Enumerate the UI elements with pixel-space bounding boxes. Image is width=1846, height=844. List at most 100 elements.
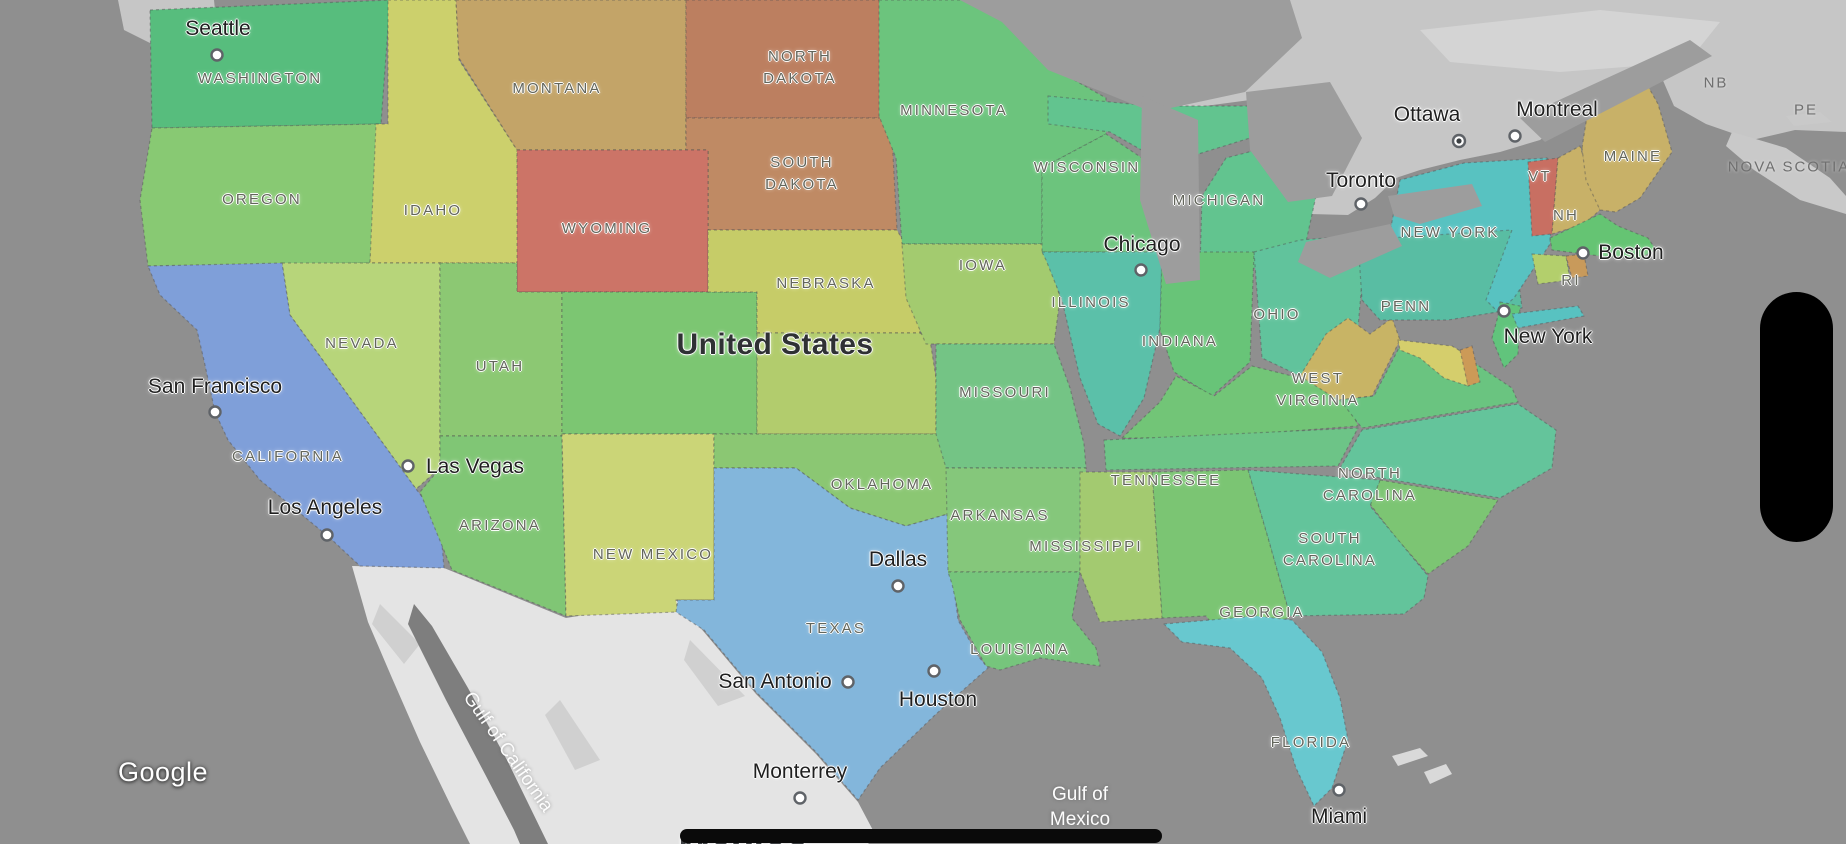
region-label-nova-scotia[interactable]: NOVA SCOTIA — [1727, 158, 1846, 176]
state-label-north-dakota[interactable]: NORTH DAKOTA — [763, 48, 837, 87]
water-label-gulf-of-california: Gulf of California — [458, 688, 558, 816]
lake-erie — [1298, 224, 1402, 278]
state-label-wisconsin[interactable]: WISCONSIN — [1033, 159, 1141, 176]
state-label-illinois[interactable]: ILLINOIS — [1051, 294, 1131, 311]
city-label-montreal[interactable]: Montreal — [1516, 98, 1598, 121]
state-label-utah[interactable]: UTAH — [475, 358, 525, 375]
state-label-oklahoma[interactable]: OKLAHOMA — [830, 476, 934, 493]
state-label-new-york-state[interactable]: NEW YORK — [1400, 224, 1500, 241]
state-label-california[interactable]: CALIFORNIA — [231, 448, 345, 465]
state-label-oregon[interactable]: OREGON — [222, 191, 302, 208]
state-kansas — [756, 332, 937, 435]
state-label-tennessee[interactable]: TENNESSEE — [1110, 472, 1222, 489]
city-label-houston[interactable]: Houston — [898, 688, 978, 711]
mexico-mainland — [352, 566, 876, 844]
city-label-miami[interactable]: Miami — [1311, 805, 1367, 828]
state-label-michigan[interactable]: MICHIGAN — [1172, 192, 1266, 209]
state-label-minnesota[interactable]: MINNESOTA — [900, 102, 1008, 119]
state-label-penn[interactable]: PENN — [1380, 298, 1432, 315]
city-label-dallas[interactable]: Dallas — [868, 548, 928, 571]
nova-scotia-land — [1726, 132, 1846, 214]
pei-land — [1786, 112, 1832, 126]
state-long-island — [1511, 305, 1585, 329]
city-label-los-angeles[interactable]: Los Angeles — [267, 496, 383, 519]
city-label-chicago[interactable]: Chicago — [1103, 233, 1181, 256]
state-massachusetts — [1549, 213, 1657, 259]
city-marker-toronto[interactable] — [1354, 197, 1368, 211]
city-label-seattle[interactable]: Seattle — [185, 17, 251, 40]
city-marker-seattle[interactable] — [210, 48, 224, 62]
state-label-north-carolina[interactable]: NORTH CAROLINA — [1322, 465, 1418, 504]
city-label-new-york-city[interactable]: New York — [1503, 325, 1593, 348]
state-label-indiana[interactable]: INDIANA — [1141, 333, 1219, 350]
city-marker-los-angeles[interactable] — [320, 528, 334, 542]
state-texas — [675, 467, 989, 801]
city-marker-monterrey[interactable] — [793, 791, 807, 805]
city-marker-las-vegas[interactable] — [401, 459, 415, 473]
state-label-ri[interactable]: RI — [1561, 272, 1581, 289]
lake-ontario — [1388, 184, 1482, 224]
state-label-louisiana[interactable]: LOUISIANA — [970, 641, 1070, 658]
state-pennsylvania — [1357, 227, 1523, 321]
home-indicator[interactable] — [680, 829, 1162, 843]
city-marker-dallas[interactable] — [891, 579, 905, 593]
city-marker-san-antonio[interactable] — [841, 675, 855, 689]
state-label-nh[interactable]: NH — [1552, 207, 1580, 224]
state-missouri — [935, 343, 1087, 469]
lake-superior — [960, 0, 1302, 112]
state-label-mississippi[interactable]: MISSISSIPPI — [1029, 538, 1143, 555]
state-label-missouri[interactable]: MISSOURI — [959, 384, 1051, 401]
gulf-of-california-water — [408, 604, 548, 844]
city-label-toronto[interactable]: Toronto — [1325, 169, 1397, 192]
state-label-west-virginia[interactable]: WEST VIRGINIA — [1276, 370, 1360, 409]
state-alabama — [1151, 469, 1291, 633]
state-label-georgia[interactable]: GEORGIA — [1219, 604, 1305, 621]
state-label-nebraska[interactable]: NEBRASKA — [776, 275, 876, 292]
city-marker-new-york-city[interactable] — [1497, 304, 1511, 318]
state-west-virginia — [1299, 317, 1401, 401]
state-louisiana — [947, 571, 1101, 671]
google-maps-attribution-logo: Google — [118, 757, 209, 787]
city-label-monterrey[interactable]: Monterrey — [752, 760, 848, 783]
state-label-idaho[interactable]: IDAHO — [403, 202, 463, 219]
city-marker-san-francisco[interactable] — [208, 405, 222, 419]
city-marker-houston[interactable] — [927, 664, 941, 678]
country-label-united-states[interactable]: United States — [676, 328, 874, 361]
city-marker-miami[interactable] — [1332, 783, 1346, 797]
state-label-new-mexico[interactable]: NEW MEXICO — [592, 546, 714, 563]
state-label-south-carolina[interactable]: SOUTH CAROLINA — [1282, 530, 1378, 569]
state-mississippi — [1079, 471, 1163, 623]
state-label-florida[interactable]: FLORIDA — [1270, 734, 1352, 751]
state-washington — [149, 0, 391, 129]
region-label-nb[interactable]: NB — [1703, 74, 1729, 92]
city-label-las-vegas[interactable]: Las Vegas — [425, 455, 525, 478]
state-label-montana[interactable]: MONTANA — [512, 80, 602, 97]
state-label-vt[interactable]: VT — [1528, 168, 1552, 185]
region-label-pe[interactable]: PE — [1793, 101, 1819, 119]
state-label-arizona[interactable]: ARIZONA — [458, 517, 542, 534]
state-arizona — [419, 435, 567, 617]
state-label-iowa[interactable]: IOWA — [958, 257, 1008, 274]
state-new-jersey — [1491, 301, 1521, 369]
state-label-ohio[interactable]: OHIO — [1253, 306, 1301, 323]
city-marker-montreal[interactable] — [1508, 129, 1522, 143]
state-label-nevada[interactable]: NEVADA — [325, 335, 399, 352]
state-oklahoma — [713, 433, 949, 527]
state-label-south-dakota[interactable]: SOUTH DAKOTA — [765, 154, 839, 193]
city-marker-chicago[interactable] — [1134, 263, 1148, 277]
city-label-san-francisco[interactable]: San Francisco — [147, 375, 283, 398]
city-label-boston[interactable]: Boston — [1598, 241, 1664, 264]
city-marker-ottawa[interactable] — [1451, 133, 1467, 149]
state-label-maine[interactable]: MAINE — [1603, 148, 1663, 165]
state-label-texas[interactable]: TEXAS — [805, 620, 867, 637]
city-label-ottawa[interactable]: Ottawa — [1393, 103, 1461, 126]
state-label-washington[interactable]: WASHINGTON — [197, 70, 323, 87]
state-tennessee — [1103, 427, 1359, 471]
city-marker-boston[interactable] — [1576, 246, 1590, 260]
state-label-wyoming[interactable]: WYOMING — [561, 220, 653, 237]
state-label-arkansas[interactable]: ARKANSAS — [950, 507, 1050, 524]
city-label-san-antonio[interactable]: San Antonio — [718, 670, 832, 693]
